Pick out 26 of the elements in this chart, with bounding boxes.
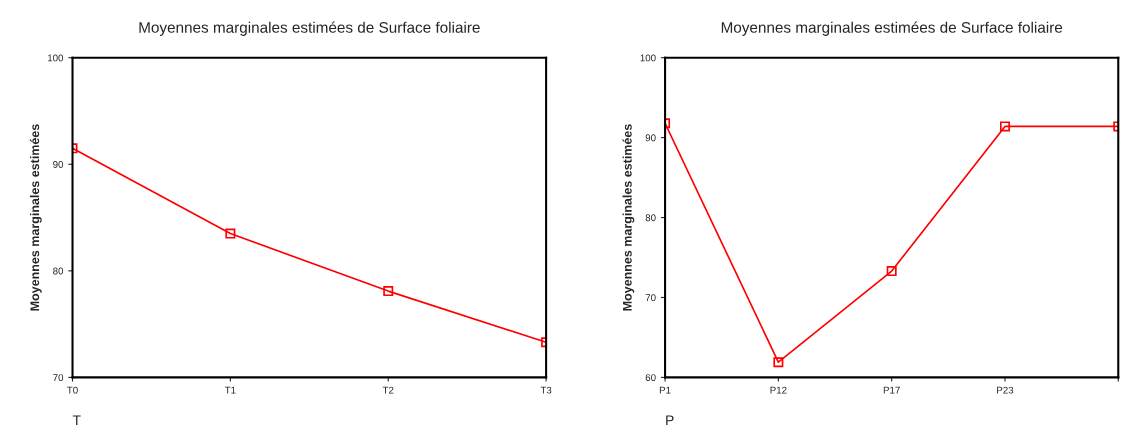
y-tick-label: 70: [53, 374, 64, 382]
y-tick-label: 90: [53, 161, 64, 168]
x-axis-title: T: [72, 415, 81, 425]
x-tick-label: T3: [540, 386, 552, 394]
point: [773, 357, 784, 368]
point: [999, 121, 1010, 132]
y-tick-label: 60: [645, 374, 656, 382]
y-axis-title: Moyennes marginales estimées: [622, 124, 635, 311]
y-tick-label: 80: [645, 214, 656, 222]
chart-title: Moyennes marginales estimées de Surface foliaire: [139, 21, 480, 36]
x-tick-label: P23: [997, 386, 1014, 394]
y-axis-title: Moyennes marginales estimées: [29, 124, 42, 311]
y-tick-label: 100: [48, 54, 64, 62]
y-tick-label: 90: [645, 134, 656, 142]
x-tick-label: T1: [224, 386, 236, 394]
x-tick-label: T0: [67, 386, 78, 394]
x-tick-label: P12: [770, 386, 787, 394]
y-tick-label: 70: [645, 294, 656, 302]
y-tick-label: 100: [640, 54, 656, 62]
x-tick-label: P1: [659, 386, 671, 394]
point: [886, 266, 897, 277]
x-tick-label: T2: [382, 386, 394, 394]
x-axis-title: P: [666, 415, 674, 425]
chart-title: Moyennes marginales estimées de Surface foliaire: [721, 21, 1063, 36]
y-tick-label: 80: [53, 267, 64, 275]
x-tick-label: P17: [883, 386, 900, 394]
